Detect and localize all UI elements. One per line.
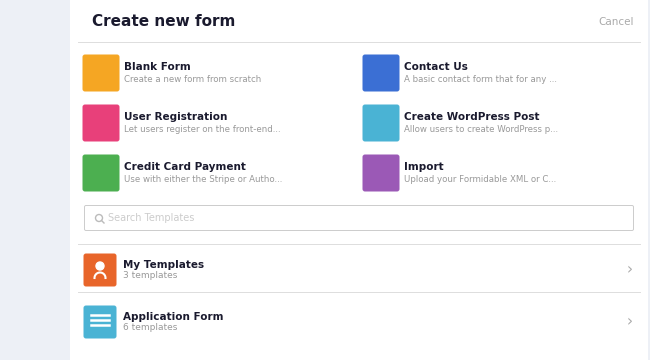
Text: Credit Card Payment: Credit Card Payment bbox=[124, 162, 246, 172]
Text: Application Form: Application Form bbox=[123, 312, 224, 322]
Text: Search Templates: Search Templates bbox=[108, 213, 194, 223]
Text: Use with either the Stripe or Autho...: Use with either the Stripe or Autho... bbox=[124, 175, 282, 184]
Text: My Templates: My Templates bbox=[123, 260, 204, 270]
FancyBboxPatch shape bbox=[363, 154, 400, 192]
Text: Cancel: Cancel bbox=[599, 17, 634, 27]
FancyBboxPatch shape bbox=[83, 154, 120, 192]
FancyBboxPatch shape bbox=[363, 104, 400, 141]
Text: ›: › bbox=[627, 315, 633, 329]
FancyBboxPatch shape bbox=[83, 306, 116, 338]
FancyBboxPatch shape bbox=[83, 54, 120, 91]
Text: A basic contact form that for any ...: A basic contact form that for any ... bbox=[404, 76, 557, 85]
FancyBboxPatch shape bbox=[363, 54, 400, 91]
Text: Create WordPress Post: Create WordPress Post bbox=[404, 112, 540, 122]
Text: Allow users to create WordPress p...: Allow users to create WordPress p... bbox=[404, 126, 558, 135]
Circle shape bbox=[96, 262, 104, 270]
Text: Import: Import bbox=[404, 162, 443, 172]
Text: Blank Form: Blank Form bbox=[124, 62, 190, 72]
Text: Create new form: Create new form bbox=[92, 14, 235, 30]
FancyBboxPatch shape bbox=[70, 0, 648, 360]
Text: Contact Us: Contact Us bbox=[404, 62, 468, 72]
Text: 3 templates: 3 templates bbox=[123, 271, 177, 280]
Text: Let users register on the front-end...: Let users register on the front-end... bbox=[124, 126, 281, 135]
Text: Create a new form from scratch: Create a new form from scratch bbox=[124, 76, 261, 85]
FancyBboxPatch shape bbox=[84, 206, 634, 230]
FancyBboxPatch shape bbox=[83, 104, 120, 141]
FancyBboxPatch shape bbox=[83, 253, 116, 287]
Text: 6 templates: 6 templates bbox=[123, 324, 177, 333]
Text: Upload your Formidable XML or C...: Upload your Formidable XML or C... bbox=[404, 175, 556, 184]
Text: User Registration: User Registration bbox=[124, 112, 228, 122]
Text: ›: › bbox=[627, 262, 633, 278]
